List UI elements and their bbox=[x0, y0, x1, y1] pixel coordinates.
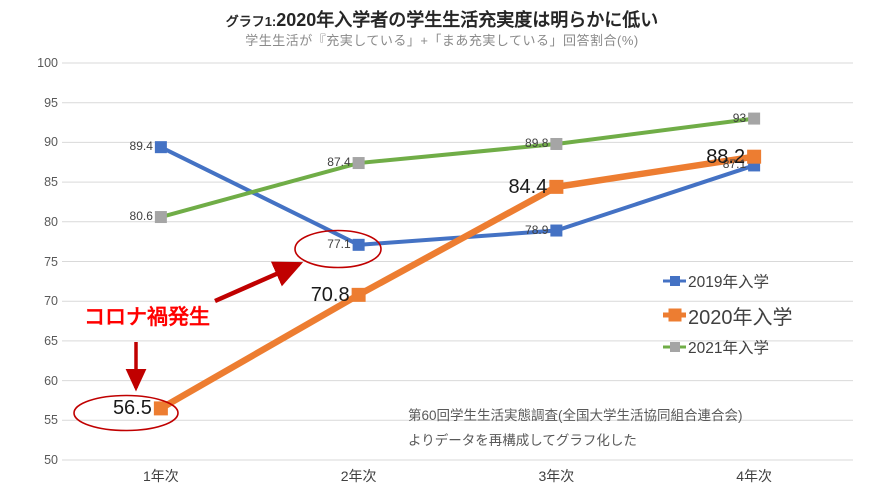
x-tick-label-1: 1年次 bbox=[142, 468, 179, 484]
marker-2019年入学-1年次 bbox=[154, 141, 167, 154]
source-note: 第60回学生生活実態調査(全国大学生活協同組合連合会) よりデータを再構成してグ… bbox=[408, 403, 743, 453]
marker-2019年入学-4年次 bbox=[748, 159, 761, 172]
legend-item-2021年入学: 2021年入学 bbox=[663, 335, 793, 359]
y-tick-label-55: 55 bbox=[44, 413, 58, 428]
series-line-2019年入学 bbox=[159, 145, 755, 247]
data-label-2020年入学-4年次: 88.2 bbox=[706, 145, 746, 168]
x-tick-label-4: 4年次 bbox=[736, 468, 773, 484]
marker-2019年入学-2年次 bbox=[352, 238, 365, 251]
y-tick-label-50: 50 bbox=[44, 453, 58, 467]
y-tick-label-70: 70 bbox=[44, 294, 58, 309]
legend-marker-2020年入学-icon bbox=[663, 300, 686, 330]
legend-label-2019年入学: 2019年入学 bbox=[688, 274, 769, 291]
y-tick-label-90: 90 bbox=[44, 135, 58, 150]
legend-label-2020年入学: 2020年入学 bbox=[688, 306, 793, 329]
chart-title-main: 2020年入学者の学生生活充実度は明らかに低い bbox=[276, 10, 659, 30]
marker-2021年入学-2年次 bbox=[352, 157, 365, 170]
marker-2020年入学-2年次 bbox=[351, 287, 366, 302]
marker-2021年入学-4年次 bbox=[748, 112, 761, 125]
marker-2019年入学-3年次 bbox=[550, 224, 563, 237]
data-label-2021年入学-1年次: 80.6 bbox=[129, 209, 153, 224]
y-tick-label-65: 65 bbox=[44, 333, 58, 348]
annotation-arrow-diagonal bbox=[214, 261, 304, 304]
data-label-2020年入学-1年次: 56.5 bbox=[112, 397, 152, 420]
y-tick-label-85: 85 bbox=[44, 175, 58, 190]
covid-annotation-label: コロナ禍発生 bbox=[84, 306, 210, 329]
legend: 2019年入学 2020年入学 2021年入学 bbox=[663, 269, 793, 359]
marker-2021年入学-1年次 bbox=[154, 211, 167, 224]
chart-subtitle: 学生生活が『充実している」+「まあ充実している」回答割合(%) bbox=[245, 33, 639, 48]
legend-label-2021年入学: 2021年入学 bbox=[688, 340, 769, 357]
data-label-2019年入学-1年次: 89.4 bbox=[129, 139, 153, 154]
data-label-2019年入学-2年次: 77.1 bbox=[327, 236, 351, 251]
chart-title: グラフ1:2020年入学者の学生生活充実度は明らかに低い bbox=[0, 6, 884, 32]
marker-2021年入学-3年次 bbox=[550, 137, 563, 150]
y-tick-label-95: 95 bbox=[44, 95, 58, 110]
marker-2020年入学-1年次 bbox=[153, 401, 168, 416]
x-tick-label-3: 3年次 bbox=[538, 468, 575, 484]
source-line2: よりデータを再構成してグラフ化した bbox=[408, 433, 637, 448]
data-label-2021年入学-3年次: 89.8 bbox=[525, 135, 549, 150]
legend-item-2019年入学: 2019年入学 bbox=[663, 269, 793, 293]
source-line1: 第60回学生生活実態調査(全国大学生活協同組合連合会) bbox=[408, 408, 743, 423]
legend-marker-2019年入学-icon bbox=[663, 269, 686, 293]
chart-title-prefix: グラフ1: bbox=[225, 14, 277, 29]
legend-item-2020年入学: 2020年入学 bbox=[663, 300, 793, 330]
data-label-2021年入学-4年次: 93 bbox=[732, 110, 747, 125]
marker-2020年入学-3年次 bbox=[549, 179, 564, 194]
marker-2020年入学-4年次 bbox=[747, 149, 762, 164]
data-label-2019年入学-3年次: 78.9 bbox=[525, 222, 549, 237]
legend-marker-2021年入学-icon bbox=[663, 335, 686, 359]
y-tick-label-80: 80 bbox=[44, 214, 58, 229]
y-tick-label-60: 60 bbox=[44, 373, 58, 388]
data-label-2021年入学-2年次: 87.4 bbox=[327, 155, 351, 170]
y-tick-label-75: 75 bbox=[44, 254, 58, 269]
series-line-2021年入学 bbox=[160, 116, 755, 219]
data-label-2020年入学-3年次: 84.4 bbox=[508, 175, 548, 198]
x-tick-label-2: 2年次 bbox=[340, 468, 377, 484]
y-tick-label-100: 100 bbox=[37, 56, 58, 70]
data-label-2020年入学-2年次: 70.8 bbox=[310, 283, 350, 306]
data-label-2019年入学-4年次: 87.1 bbox=[722, 157, 747, 172]
